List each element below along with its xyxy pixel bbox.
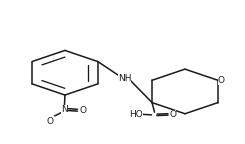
Text: O: O <box>46 117 53 126</box>
Text: O: O <box>218 76 225 85</box>
Text: NH: NH <box>118 74 131 83</box>
Text: O: O <box>79 106 86 115</box>
Text: N: N <box>61 105 68 114</box>
Text: HO: HO <box>129 110 143 119</box>
Text: O: O <box>169 110 176 119</box>
